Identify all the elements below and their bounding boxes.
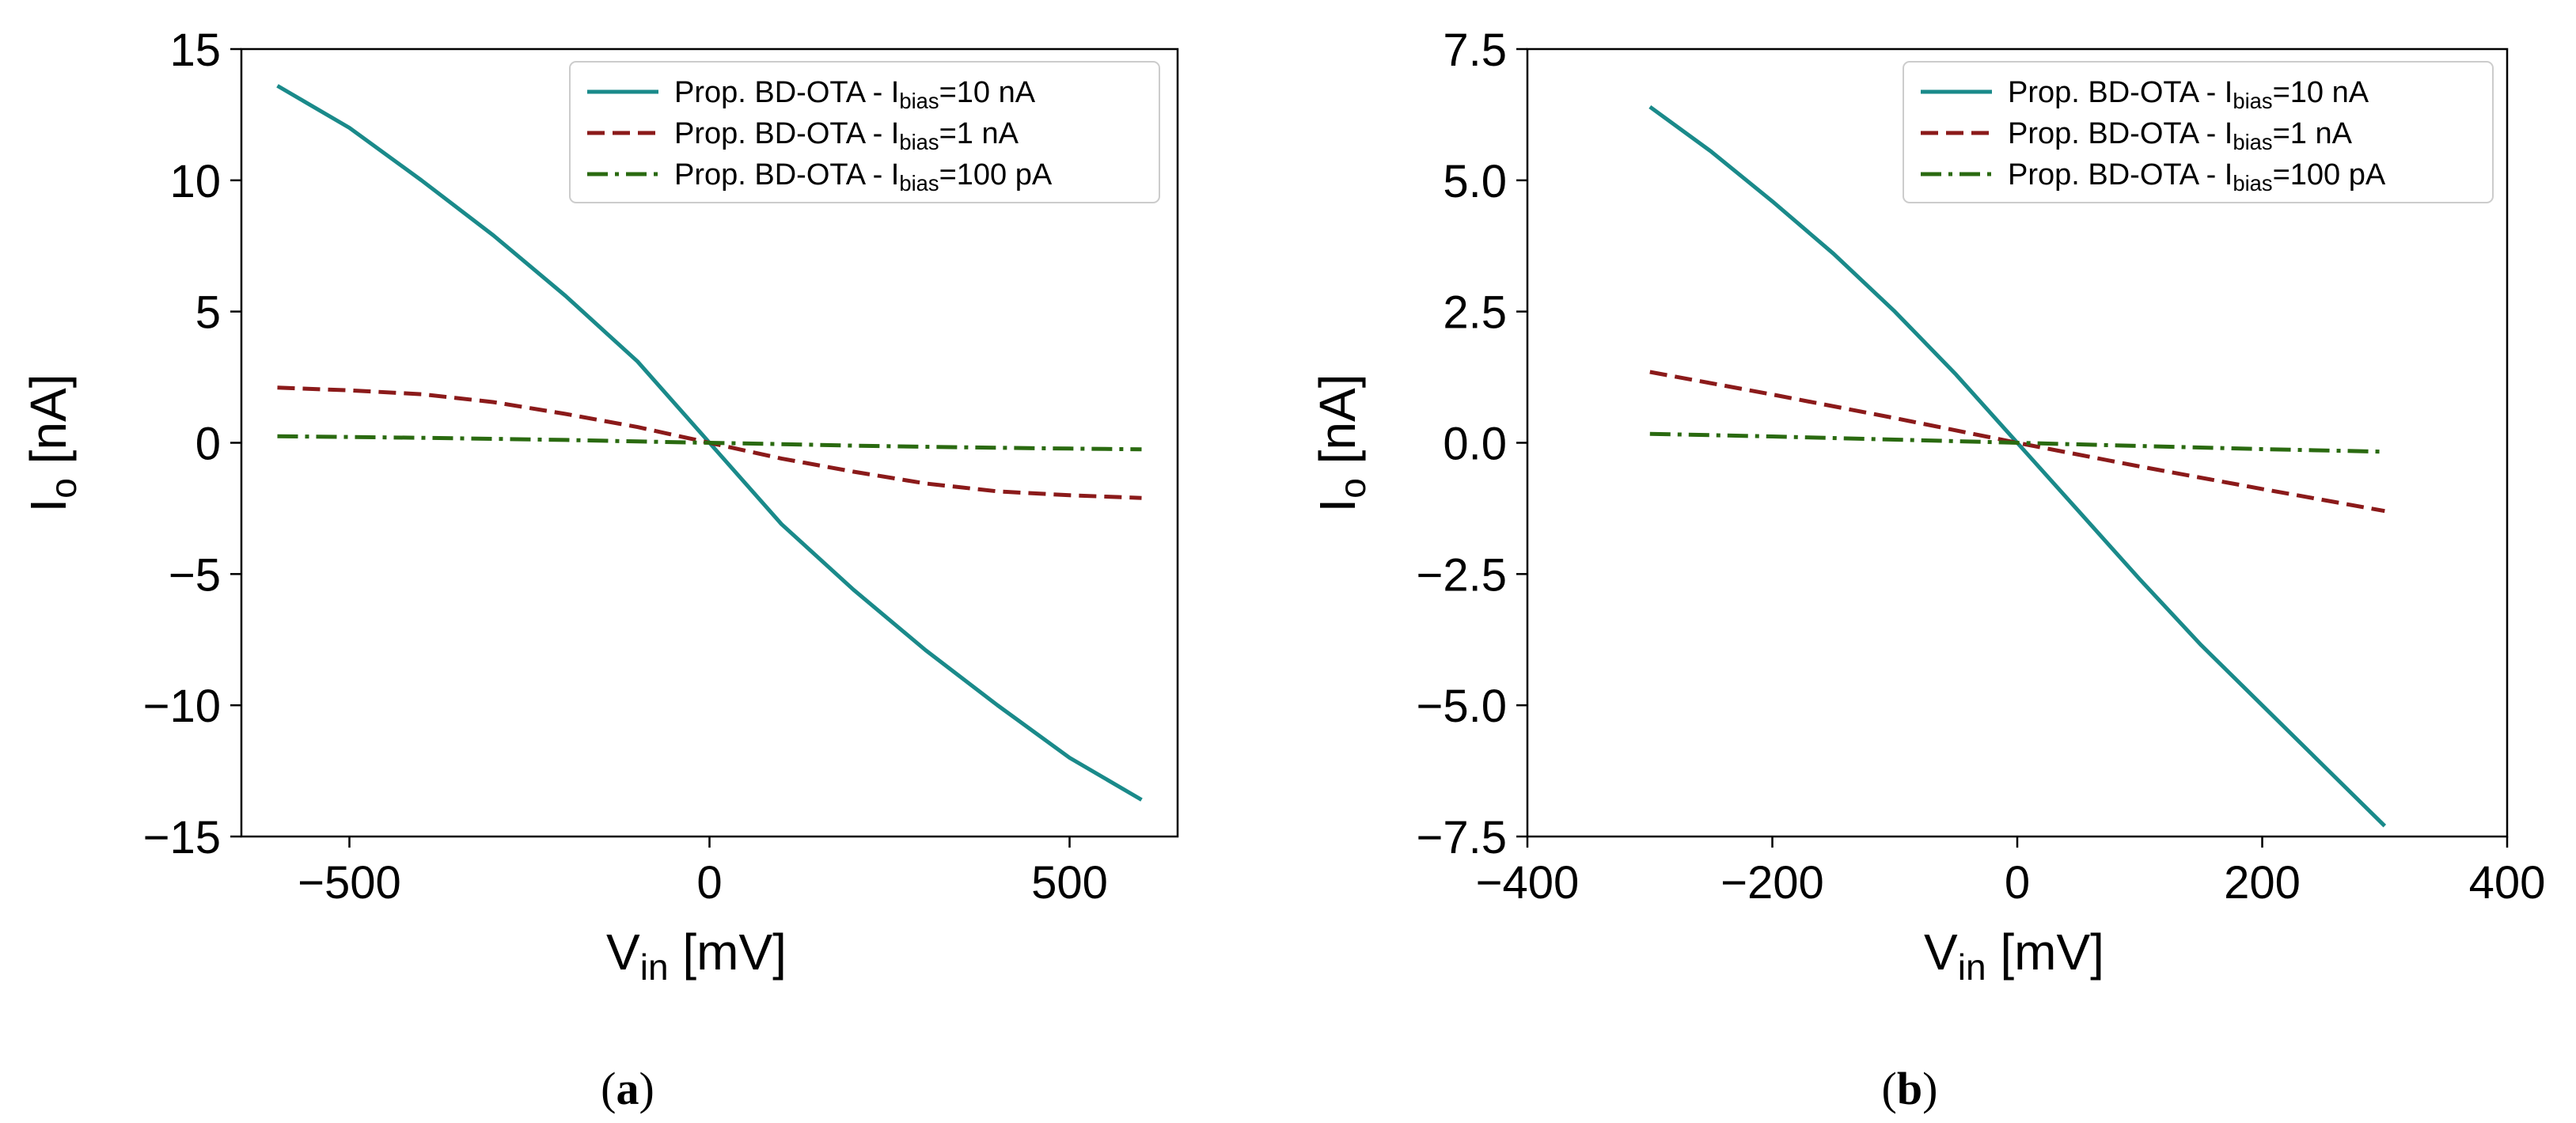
y-tick-label: 10	[169, 156, 221, 207]
series-line-1	[1648, 104, 2387, 828]
y-tick-label: −10	[143, 681, 221, 732]
legend-box	[569, 61, 1160, 203]
legend-entry-1: Prop. BD-OTA - Ibias=10 nA	[674, 76, 1036, 113]
y-tick-label: −5.0	[1417, 681, 1508, 732]
y-tick-label: 5	[195, 287, 221, 339]
x-tick-label: 0	[2005, 857, 2030, 909]
x-axis-label: Vin [mV]	[1924, 924, 2104, 988]
legend-entry-1: Prop. BD-OTA - Ibias=10 nA	[2008, 76, 2369, 113]
y-tick-label: 5.0	[1443, 156, 1507, 207]
y-tick-label: −15	[143, 812, 221, 863]
legend-entry-2: Prop. BD-OTA - Ibias=1 nA	[674, 117, 1019, 154]
y-tick-label: 15	[169, 25, 221, 76]
y-tick-label: 7.5	[1443, 25, 1507, 76]
y-tick-label: −7.5	[1417, 812, 1508, 863]
x-tick-label: 200	[2224, 857, 2301, 909]
legend-entry-3: Prop. BD-OTA - Ibias=100 pA	[674, 158, 1053, 195]
panel-caption: (a)	[601, 1063, 654, 1114]
y-tick-label: −5	[169, 549, 221, 601]
series-line-3	[277, 434, 1142, 452]
x-tick-label: −400	[1476, 857, 1580, 909]
series-line-2	[1649, 370, 2385, 514]
x-tick-label: −200	[1720, 857, 1824, 909]
y-axis-label: Io [nA]	[1309, 374, 1373, 512]
y-tick-label: 0.0	[1443, 419, 1507, 470]
x-tick-label: 0	[696, 857, 722, 909]
x-axis-label: Vin [mV]	[606, 924, 787, 988]
series-line-3	[1649, 431, 2385, 454]
y-axis-label: Io [nA]	[20, 374, 84, 512]
legend-entry-2: Prop. BD-OTA - Ibias=1 nA	[2008, 117, 2353, 154]
x-tick-label: −500	[298, 857, 401, 909]
panel-caption: (b)	[1882, 1063, 1938, 1114]
legend-box	[1903, 61, 2494, 203]
x-tick-label: 500	[1031, 857, 1108, 909]
legend: Prop. BD-OTA - Ibias=10 nA Prop. BD-OTA -…	[1903, 61, 2494, 203]
x-tick-label: 400	[2469, 857, 2546, 909]
legend: Prop. BD-OTA - Ibias=10 nA Prop. BD-OTA -…	[569, 61, 1160, 203]
panel-a: −500 0 500 15 10 5 0 −5 −10 −15 Vin [mV] Io [nA] Pro…	[20, 25, 1179, 1114]
y-tick-label: 2.5	[1443, 287, 1507, 339]
panel-b: −400 −200 0 200 400 7.5 5.0 2.5 0.0 −2.5 −5.0 −7.5 V…	[1309, 25, 2545, 1114]
y-tick-label: −2.5	[1417, 549, 1508, 601]
y-tick-label: 0	[195, 419, 221, 470]
legend-entry-3: Prop. BD-OTA - Ibias=100 pA	[2008, 158, 2386, 195]
